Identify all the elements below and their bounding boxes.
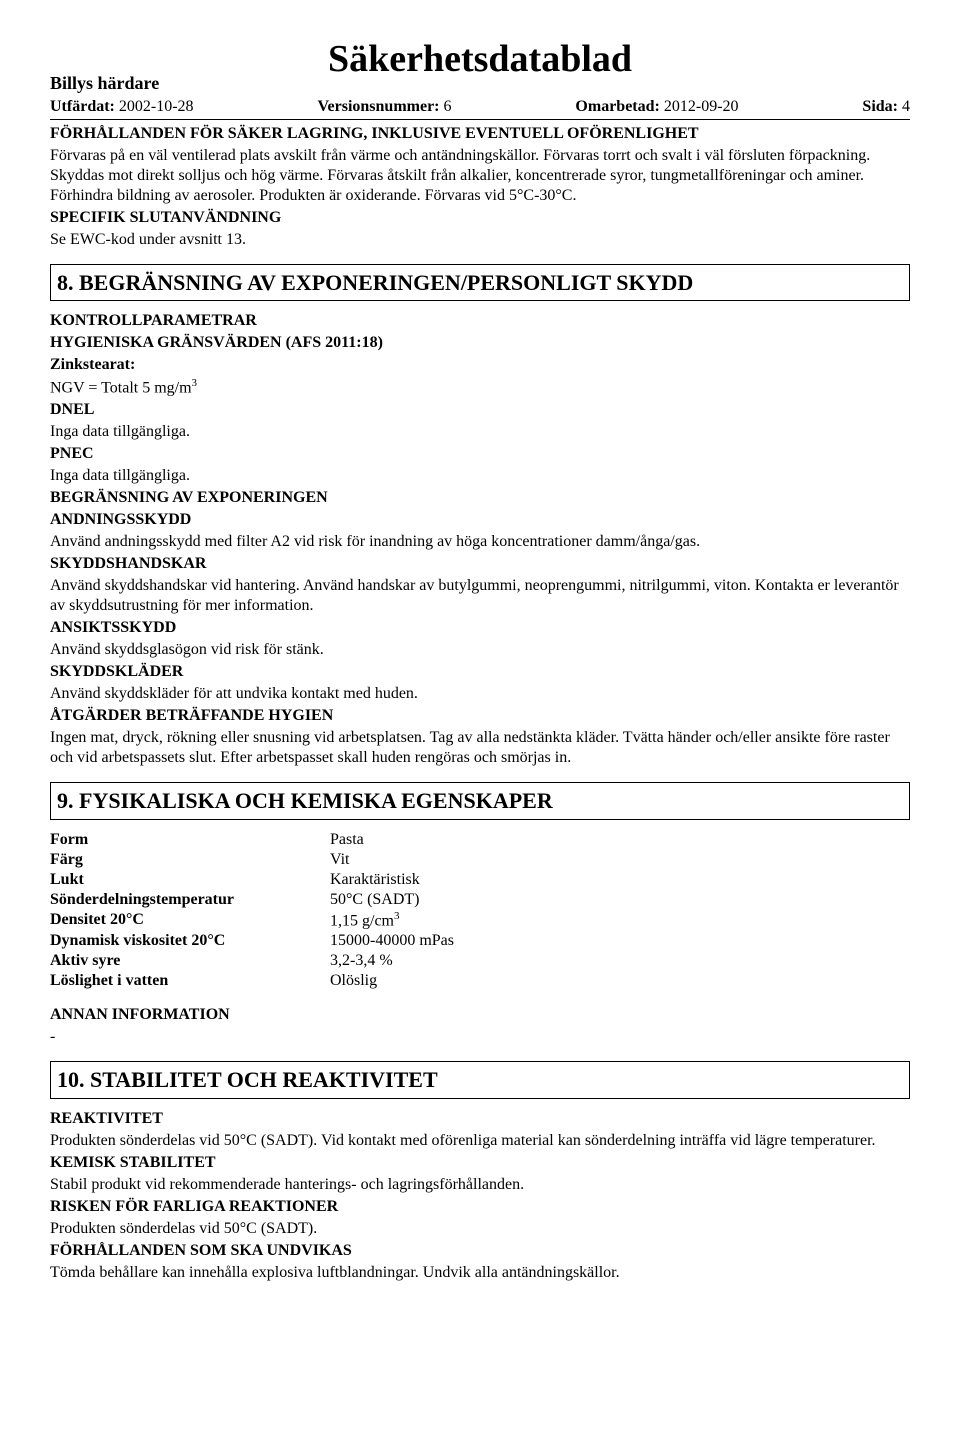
chemical-stability-text: Stabil produkt vid rekommenderade hanter… (50, 1175, 910, 1195)
table-row: Form Pasta (50, 830, 454, 850)
table-row: Dynamisk viskositet 20°C 15000-40000 mPa… (50, 931, 454, 951)
version-value: 6 (444, 98, 452, 115)
control-params-heading: KONTROLLPARAMETRAR (50, 311, 910, 331)
section8-box: 8. BEGRÄNSNING AV EXPONERINGEN/PERSONLIG… (50, 264, 910, 302)
zinkstearat-label: Zinkstearat: (50, 355, 910, 375)
section10-heading: 10. STABILITET OCH REAKTIVITET (57, 1066, 903, 1094)
prop-label: Lukt (50, 870, 330, 890)
conditions-avoid-heading: FÖRHÅLLANDEN SOM SKA UNDVIKAS (50, 1241, 910, 1261)
prop-label: Löslighet i vatten (50, 971, 330, 991)
revised-value: 2012-09-20 (664, 98, 739, 115)
prop-label: Dynamisk viskositet 20°C (50, 931, 330, 951)
header-rule (50, 119, 910, 120)
storage-heading: FÖRHÅLLANDEN FÖR SÄKER LAGRING, INKLUSIV… (50, 124, 910, 144)
other-info-heading: ANNAN INFORMATION (50, 1005, 910, 1025)
pnec-heading: PNEC (50, 444, 910, 464)
section9-box: 9. FYSIKALISKA OCH KEMISKA EGENSKAPER (50, 782, 910, 820)
face-text: Använd skyddsglasögon vid risk för stänk… (50, 640, 910, 660)
reactivity-heading: REAKTIVITET (50, 1109, 910, 1129)
prop-label: Densitet 20°C (50, 910, 330, 931)
prop-value: Pasta (330, 830, 454, 850)
dangerous-reactions-text: Produkten sönderdelas vid 50°C (SADT). (50, 1219, 910, 1239)
prop-label: Form (50, 830, 330, 850)
prop-label: Aktiv syre (50, 951, 330, 971)
dangerous-reactions-heading: RISKEN FÖR FARLIGA REAKTIONER (50, 1197, 910, 1217)
meta-issued: Utfärdat: 2002-10-28 (50, 97, 194, 117)
clothing-text: Använd skyddskläder för att undvika kont… (50, 684, 910, 704)
prop-value-exp: 3 (394, 910, 400, 922)
issued-value: 2002-10-28 (119, 98, 194, 115)
hygiene-heading: ÅTGÄRDER BETRÄFFANDE HYGIEN (50, 706, 910, 726)
section8-heading: 8. BEGRÄNSNING AV EXPONERINGEN/PERSONLIG… (57, 269, 903, 297)
exposure-limit-heading: BEGRÄNSNING AV EXPONERINGEN (50, 488, 910, 508)
dnel-text: Inga data tillgängliga. (50, 422, 910, 442)
prop-value: 50°C (SADT) (330, 890, 454, 910)
table-row: Aktiv syre 3,2-3,4 % (50, 951, 454, 971)
meta-line: Utfärdat: 2002-10-28 Versionsnummer: 6 O… (50, 97, 910, 117)
gloves-text: Använd skyddshandskar vid hantering. Anv… (50, 576, 910, 616)
ngv-prefix: NGV = Totalt 5 mg/m (50, 379, 192, 396)
page-value: 4 (902, 98, 910, 115)
pnec-text: Inga data tillgängliga. (50, 466, 910, 486)
other-info-text: - (50, 1027, 910, 1047)
prop-label: Sönderdelningstemperatur (50, 890, 330, 910)
section9-heading: 9. FYSIKALISKA OCH KEMISKA EGENSKAPER (57, 787, 903, 815)
meta-page: Sida: 4 (862, 97, 910, 117)
prop-value: Karaktäristisk (330, 870, 454, 890)
prop-value: 1,15 g/cm3 (330, 910, 454, 931)
table-row: Lukt Karaktäristisk (50, 870, 454, 890)
prop-value: Vit (330, 850, 454, 870)
limits-heading: HYGIENISKA GRÄNSVÄRDEN (AFS 2011:18) (50, 333, 910, 353)
dnel-heading: DNEL (50, 400, 910, 420)
meta-revised: Omarbetad: 2012-09-20 (575, 97, 738, 117)
hygiene-text: Ingen mat, dryck, rökning eller snusning… (50, 728, 910, 768)
respiratory-text: Använd andningsskydd med filter A2 vid r… (50, 532, 910, 552)
prop-label: Färg (50, 850, 330, 870)
table-row: Sönderdelningstemperatur 50°C (SADT) (50, 890, 454, 910)
conditions-avoid-text: Tömda behållare kan innehålla explosiva … (50, 1263, 910, 1283)
reactivity-text: Produkten sönderdelas vid 50°C (SADT). V… (50, 1131, 910, 1151)
revised-label: Omarbetad: (575, 98, 659, 115)
face-heading: ANSIKTSSKYDD (50, 618, 910, 638)
ngv-value: NGV = Totalt 5 mg/m3 (50, 377, 910, 398)
version-label: Versionsnummer: (317, 98, 439, 115)
storage-text: Förvaras på en väl ventilerad plats avsk… (50, 146, 910, 206)
prop-value: Olöslig (330, 971, 454, 991)
ngv-exp: 3 (192, 377, 198, 389)
specific-use-heading: SPECIFIK SLUTANVÄNDNING (50, 208, 910, 228)
chemical-stability-heading: KEMISK STABILITET (50, 1153, 910, 1173)
section10-box: 10. STABILITET OCH REAKTIVITET (50, 1061, 910, 1099)
respiratory-heading: ANDNINGSSKYDD (50, 510, 910, 530)
prop-value: 3,2-3,4 % (330, 951, 454, 971)
properties-table: Form Pasta Färg Vit Lukt Karaktäristisk … (50, 830, 454, 991)
table-row: Densitet 20°C 1,15 g/cm3 (50, 910, 454, 931)
table-row: Löslighet i vatten Olöslig (50, 971, 454, 991)
prop-value-prefix: 1,15 g/cm (330, 912, 394, 929)
page-label: Sida: (862, 98, 898, 115)
meta-version: Versionsnummer: 6 (317, 97, 451, 117)
specific-use-text: Se EWC-kod under avsnitt 13. (50, 230, 910, 250)
issued-label: Utfärdat: (50, 98, 115, 115)
table-row: Färg Vit (50, 850, 454, 870)
prop-value: 15000-40000 mPas (330, 931, 454, 951)
clothing-heading: SKYDDSKLÄDER (50, 662, 910, 682)
gloves-heading: SKYDDSHANDSKAR (50, 554, 910, 574)
